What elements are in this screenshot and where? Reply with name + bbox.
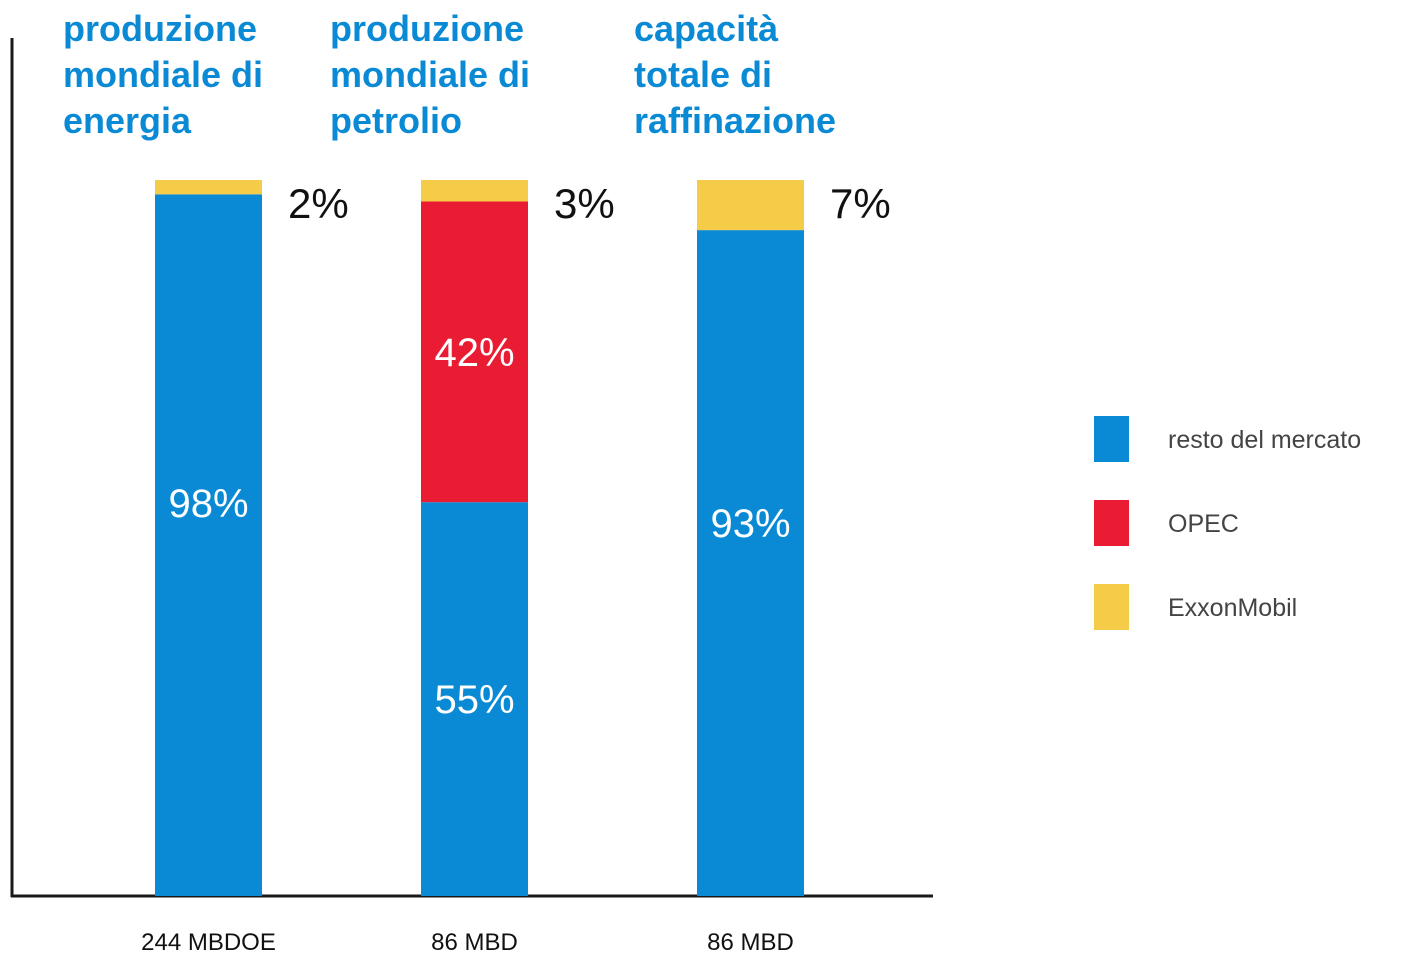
bar-title-line: totale di	[634, 54, 772, 95]
top-labels: 2% 3% 7%	[288, 180, 891, 227]
bar-title-line: mondiale di	[63, 54, 263, 95]
bar-title-line: raffinazione	[634, 100, 836, 141]
legend-swatch-opec	[1094, 500, 1129, 546]
top-value-label: 2%	[288, 180, 349, 227]
bars	[155, 180, 804, 896]
bar-segment-exxon	[697, 180, 804, 231]
legend-swatch-resto	[1094, 416, 1129, 462]
legend-label: ExxonMobil	[1168, 594, 1297, 622]
legend-label: resto del mercato	[1168, 426, 1361, 454]
category-labels: 244 MBDOE 86 MBD 86 MBD	[141, 929, 794, 956]
legend: resto del mercato OPEC ExxonMobil	[1094, 416, 1361, 630]
top-value-label: 7%	[830, 180, 891, 227]
bar-segment-exxon	[155, 180, 262, 195]
bar-title-line: petrolio	[330, 100, 462, 141]
segment-value-label: 42%	[434, 331, 514, 375]
segment-value-label: 93%	[710, 502, 790, 546]
segment-labels: 98% 55% 42% 93%	[168, 331, 790, 722]
top-value-label: 3%	[554, 180, 615, 227]
category-label: 86 MBD	[707, 929, 794, 956]
bar-segment-exxon	[421, 180, 528, 202]
segment-value-label: 98%	[168, 482, 248, 526]
bar-segment-resto	[155, 194, 262, 896]
category-label: 86 MBD	[431, 929, 518, 956]
bar-title-line: energia	[63, 100, 192, 141]
bar-title-line: produzione	[330, 8, 524, 49]
legend-swatch-exxon	[1094, 584, 1129, 630]
bar-segment-resto	[421, 502, 528, 896]
bar-title-line: capacità	[634, 8, 779, 49]
segment-value-label: 55%	[434, 678, 514, 722]
bar-title-line: mondiale di	[330, 54, 530, 95]
category-label: 244 MBDOE	[141, 929, 276, 956]
legend-label: OPEC	[1168, 510, 1239, 538]
bar-titles: produzione mondiale di energia produzione mo…	[63, 8, 836, 141]
bar-title-line: produzione	[63, 8, 257, 49]
bar-segment-resto	[697, 230, 804, 896]
bar-segment-opec	[421, 201, 528, 503]
